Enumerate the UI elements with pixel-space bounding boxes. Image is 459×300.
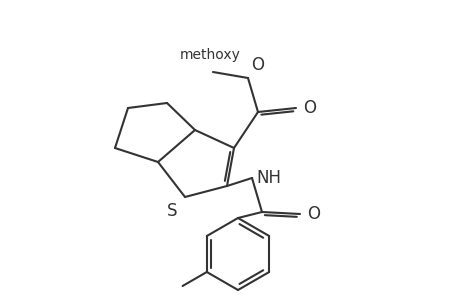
- Text: S: S: [166, 202, 177, 220]
- Text: O: O: [251, 56, 263, 74]
- Text: O: O: [302, 99, 315, 117]
- Text: NH: NH: [256, 169, 280, 187]
- Text: O: O: [306, 205, 319, 223]
- Text: methoxy: methoxy: [179, 48, 240, 62]
